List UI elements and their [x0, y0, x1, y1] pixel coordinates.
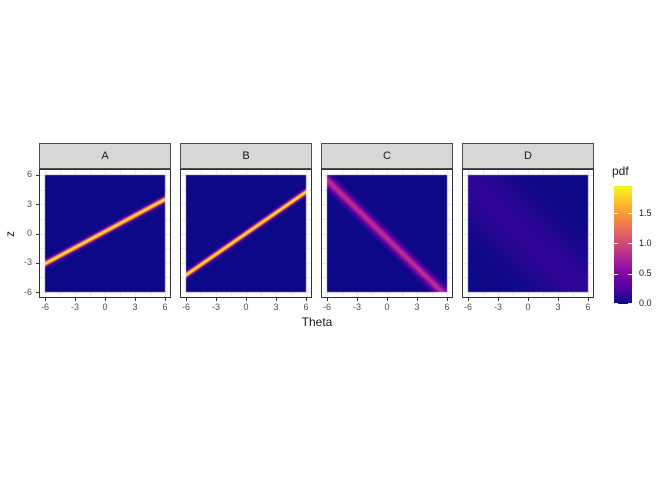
heatmap-canvas — [40, 170, 170, 297]
legend-tick-mark — [614, 274, 618, 275]
x-tick-label: -6 — [463, 302, 472, 312]
facet-strip-label: A — [101, 150, 109, 162]
y-tick-mark — [36, 175, 39, 176]
x-tick-mark — [327, 298, 328, 301]
y-tick-mark — [36, 204, 39, 205]
legend-tick-label: 1.5 — [639, 207, 652, 218]
x-tick-mark — [468, 298, 469, 301]
x-tick-label: -3 — [211, 302, 220, 312]
y-tick-label: 6 — [26, 169, 32, 180]
heatmap-panel — [321, 169, 453, 298]
facet-strip: C — [321, 143, 453, 169]
x-tick-label: -6 — [322, 302, 331, 312]
facet-strip: D — [462, 143, 594, 169]
legend-tick-mark — [628, 274, 632, 275]
x-tick-mark — [276, 298, 277, 301]
x-tick-label: 6 — [162, 302, 168, 312]
x-tick-label: 0 — [384, 302, 390, 312]
x-tick-label: -3 — [352, 302, 361, 312]
y-tick-mark — [36, 263, 39, 264]
y-tick-label: 3 — [26, 198, 32, 209]
x-tick-mark — [588, 298, 589, 301]
y-tick-label: -3 — [23, 257, 32, 268]
y-tick-mark — [36, 292, 39, 293]
heatmap-panel — [180, 169, 312, 298]
x-tick-mark — [558, 298, 559, 301]
facet-strip-label: C — [383, 150, 391, 162]
x-tick-label: -3 — [70, 302, 79, 312]
legend-tick-mark — [614, 243, 618, 244]
facet-c: C -6 -3 0 3 6 — [321, 143, 453, 315]
legend-tick-mark — [628, 243, 632, 244]
x-tick-label: 6 — [444, 302, 450, 312]
legend-tick-label: 0.5 — [639, 268, 652, 279]
x-tick-label: 3 — [555, 302, 561, 312]
heatmap-canvas — [322, 170, 452, 297]
x-tick-label: 0 — [102, 302, 108, 312]
x-tick-mark — [306, 298, 307, 301]
x-tick-mark — [186, 298, 187, 301]
x-tick-label: 6 — [585, 302, 591, 312]
legend-tick-mark — [628, 303, 632, 304]
legend-tick-mark — [614, 213, 618, 214]
heatmap-canvas — [181, 170, 311, 297]
y-tick-label: -6 — [23, 286, 32, 297]
x-tick-mark — [75, 298, 76, 301]
facet-a: A -6 -3 0 3 6 — [39, 143, 171, 315]
x-tick-mark — [165, 298, 166, 301]
y-axis: 6 3 0 -3 -6 — [0, 169, 39, 298]
legend-colorbar — [614, 186, 632, 304]
facet-strip: B — [180, 143, 312, 169]
y-axis-title: z — [3, 231, 17, 237]
x-tick-label: -6 — [40, 302, 49, 312]
legend-tick-label: 0.0 — [639, 297, 652, 308]
y-tick-label: 0 — [26, 228, 32, 238]
facet-strip-label: B — [242, 150, 250, 162]
x-tick-mark — [447, 298, 448, 301]
x-tick-mark — [387, 298, 388, 301]
facet-strip: A — [39, 143, 171, 169]
legend-tick-label: 1.0 — [639, 237, 652, 248]
x-tick-label: -6 — [181, 302, 190, 312]
legend-tick-mark — [614, 303, 618, 304]
x-tick-label: 6 — [303, 302, 309, 312]
x-tick-mark — [498, 298, 499, 301]
x-tick-mark — [528, 298, 529, 301]
legend: pdf 0.0 0.5 1.0 1.5 — [605, 164, 671, 324]
x-axis-title: Theta — [301, 315, 333, 329]
x-tick-mark — [357, 298, 358, 301]
heatmap-panel — [39, 169, 171, 298]
facet-b: B -6 -3 0 3 6 — [180, 143, 312, 315]
x-tick-label: -3 — [493, 302, 502, 312]
y-tick-mark — [36, 234, 39, 235]
x-tick-mark — [246, 298, 247, 301]
x-tick-mark — [135, 298, 136, 301]
x-tick-mark — [45, 298, 46, 301]
x-tick-mark — [105, 298, 106, 301]
x-tick-label: 0 — [525, 302, 531, 312]
x-tick-mark — [216, 298, 217, 301]
legend-title: pdf — [612, 164, 629, 178]
x-tick-label: 3 — [273, 302, 279, 312]
heatmap-canvas — [463, 170, 593, 297]
facet-strip-label: D — [524, 150, 532, 162]
heatmap-panel — [462, 169, 594, 298]
x-tick-label: 3 — [414, 302, 420, 312]
x-tick-label: 3 — [132, 302, 138, 312]
facet-d: D -6 -3 0 3 6 — [462, 143, 594, 315]
x-tick-label: 0 — [243, 302, 249, 312]
x-tick-mark — [417, 298, 418, 301]
legend-tick-mark — [628, 213, 632, 214]
